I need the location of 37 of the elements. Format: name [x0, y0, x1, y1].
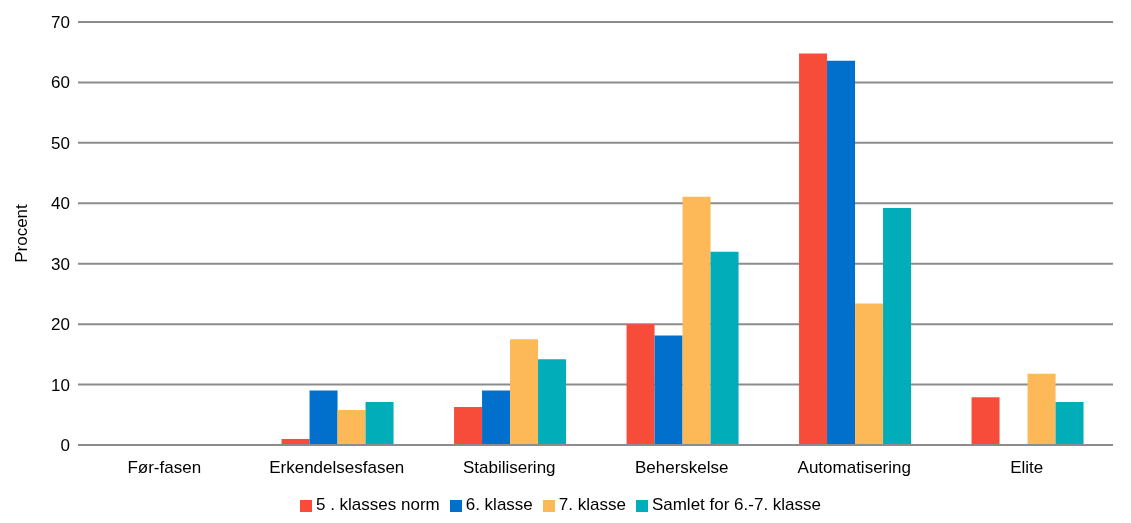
y-tick-label: 70: [51, 13, 70, 33]
legend-label: 5 . klasses norm: [315, 495, 440, 514]
x-tick-label: Elite: [1010, 458, 1044, 478]
bar: [799, 53, 828, 445]
y-axis-title: Procent: [12, 203, 32, 263]
y-tick-label: 0: [60, 436, 70, 456]
bar: [855, 303, 884, 445]
bar: [827, 60, 856, 445]
bar: [337, 409, 366, 445]
y-tick-label: 20: [51, 315, 70, 335]
bar: [538, 359, 567, 445]
x-tick-label: Erkendelsesfasen: [269, 458, 405, 478]
bar: [654, 335, 683, 445]
bar: [971, 397, 1000, 445]
y-tick-label: 60: [51, 73, 70, 93]
bar: [682, 196, 711, 445]
y-tick-label: 50: [51, 133, 70, 153]
y-tick-label: 30: [51, 254, 70, 274]
x-tick-label: Før-fasen: [127, 458, 202, 478]
x-tick-label: Beherskelse: [634, 458, 729, 478]
legend-label: Samlet for 6.-7. klasse: [651, 495, 822, 514]
bar: [883, 208, 912, 445]
bar: [454, 406, 483, 445]
bar: [710, 251, 739, 445]
bar: [510, 339, 539, 445]
y-tick-label: 10: [51, 375, 70, 395]
bar: [365, 402, 394, 445]
bar: [1055, 402, 1084, 445]
bar: [626, 324, 655, 445]
legend-label: 7. klasse: [558, 495, 626, 514]
bar: [1027, 373, 1056, 445]
x-tick-label: Stabilisering: [462, 458, 556, 478]
x-tick-label: Automatisering: [797, 458, 911, 478]
bar: [482, 390, 511, 445]
legend-label: 6. klasse: [465, 495, 533, 514]
bar: [309, 390, 338, 445]
y-tick-label: 40: [51, 194, 70, 214]
